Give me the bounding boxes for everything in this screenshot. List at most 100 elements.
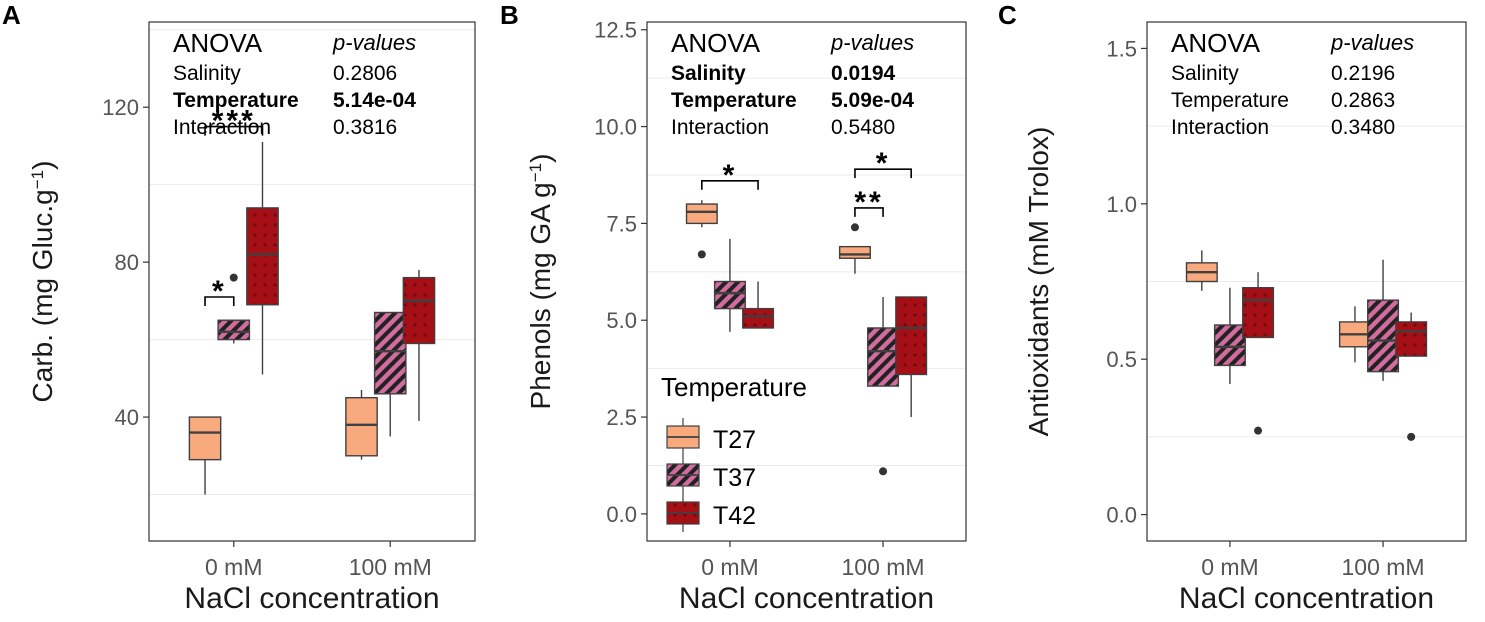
significance-stars: * [212,275,227,308]
anova-table: ANOVA p-values Salinity 0.0194 Temperature 5.… [671,28,914,139]
bracket-line [854,207,884,217]
panel-label: B [500,0,519,30]
anova-term: Interaction [1171,116,1269,139]
box-iqr [838,245,871,259]
x-tick-label: 0 mM [205,554,263,580]
x-tick-label: 100 mM [1342,554,1425,580]
anova-title: ANOVA [671,28,761,58]
bracket-line [854,168,912,179]
panel-label: A [2,0,21,30]
y-axis-title: Phenols (mg GA g−1) [525,154,556,410]
panel-label: C [998,0,1017,30]
box-t42-100mm [402,269,436,421]
box-iqr [1213,324,1246,367]
x-axis-title: NaCl concentration [184,582,439,615]
significance-bracket: ** [854,186,884,219]
significance-stars: *** [212,105,256,138]
y-tick-label: 10.0 [594,115,637,140]
box-iqr [373,311,407,395]
outlier-point [229,273,238,282]
box-iqr [742,307,775,329]
box-iqr [1395,321,1428,357]
box-t27-0mm [188,416,222,495]
y-tick-label: 0.0 [1106,503,1137,528]
anova-title: ANOVA [173,28,263,58]
box-iqr [188,416,222,461]
box-iqr [867,327,900,387]
significance-stars: ** [854,186,883,219]
y-tick-label: 40 [115,405,139,430]
outlier-point [850,223,859,232]
box-t37-0mm [1213,287,1246,385]
x-tick-label: 100 mM [842,554,925,580]
anova-p-header: p-values [830,30,914,55]
y-tick-label: 1.5 [1106,36,1137,61]
anova-term: Temperature [173,89,299,112]
box-t42-0mm [246,142,279,375]
y-tick-label: 1.0 [1106,192,1137,217]
outlier-point [697,250,706,259]
box-iqr [402,276,436,345]
box-iqr [1367,299,1400,373]
anova-term: Interaction [173,116,271,139]
y-tick-label: 12.5 [594,18,637,43]
box-t37-0mm [713,238,746,332]
bracket-line [204,125,264,136]
anova-p-value: 0.0194 [831,62,896,85]
legend-item-t42: T42 [666,494,756,532]
y-axis-title: Carb. (mg Gluc.g−1) [27,161,58,403]
anova-term: Interaction [671,116,769,139]
anova-p-value: 0.2806 [333,62,397,85]
outlier-point [1254,426,1263,435]
anova-p-header: p-values [332,30,416,55]
legend-label: T42 [713,502,756,530]
anova-term: Salinity [671,62,746,85]
anova-title: ANOVA [1171,28,1261,58]
anova-term: Temperature [1171,89,1289,112]
box-t27-0mm [685,200,718,259]
box-iqr [895,296,928,376]
x-axis-title: NaCl concentration [679,582,934,615]
box-t37-0mm [217,273,251,344]
box-t37-100mm [867,296,900,476]
box-t42-100mm [895,296,928,418]
significance-bracket: *** [204,105,264,138]
y-tick-label: 2.5 [606,405,637,430]
legend-label: T37 [713,464,756,492]
anova-p-value: 0.3816 [333,116,397,139]
box-iqr [345,396,378,457]
box-iqr [217,319,251,341]
significance-bracket: * [701,159,759,192]
box-t37-100mm [373,311,407,437]
y-tick-label: 120 [102,95,139,120]
significance-bracket: * [204,275,235,308]
y-tick-label: 0.0 [606,502,637,527]
significance-stars: * [723,159,738,192]
box-t42-100mm [1395,312,1428,441]
anova-p-value: 5.09e-04 [831,89,914,112]
y-tick-label: 5.0 [606,308,637,333]
anova-p-value: 5.14e-04 [333,89,416,112]
x-tick-label: 100 mM [349,554,432,580]
legend: Temperature T27 T37 T42 [661,372,807,532]
box-t27-100mm [1338,306,1371,363]
plot-frame [1146,21,1467,542]
box-iqr [685,203,718,225]
box-t27-100mm [838,223,871,274]
anova-term: Salinity [173,62,241,85]
anova-term: Salinity [1171,62,1239,85]
anova-p-value: 0.5480 [831,116,895,139]
anova-table: ANOVA p-values Salinity 0.2806 Temperature 5.… [173,28,416,139]
box-iqr [713,280,746,310]
box-t42-0mm [742,281,775,329]
bracket-line [204,296,235,306]
anova-p-value: 0.3480 [1331,116,1395,139]
legend-item-t27: T27 [666,418,756,456]
outlier-point [879,467,888,476]
legend-label: T27 [713,426,756,454]
y-tick-label: 80 [115,250,139,275]
anova-p-value: 0.2196 [1331,62,1395,85]
